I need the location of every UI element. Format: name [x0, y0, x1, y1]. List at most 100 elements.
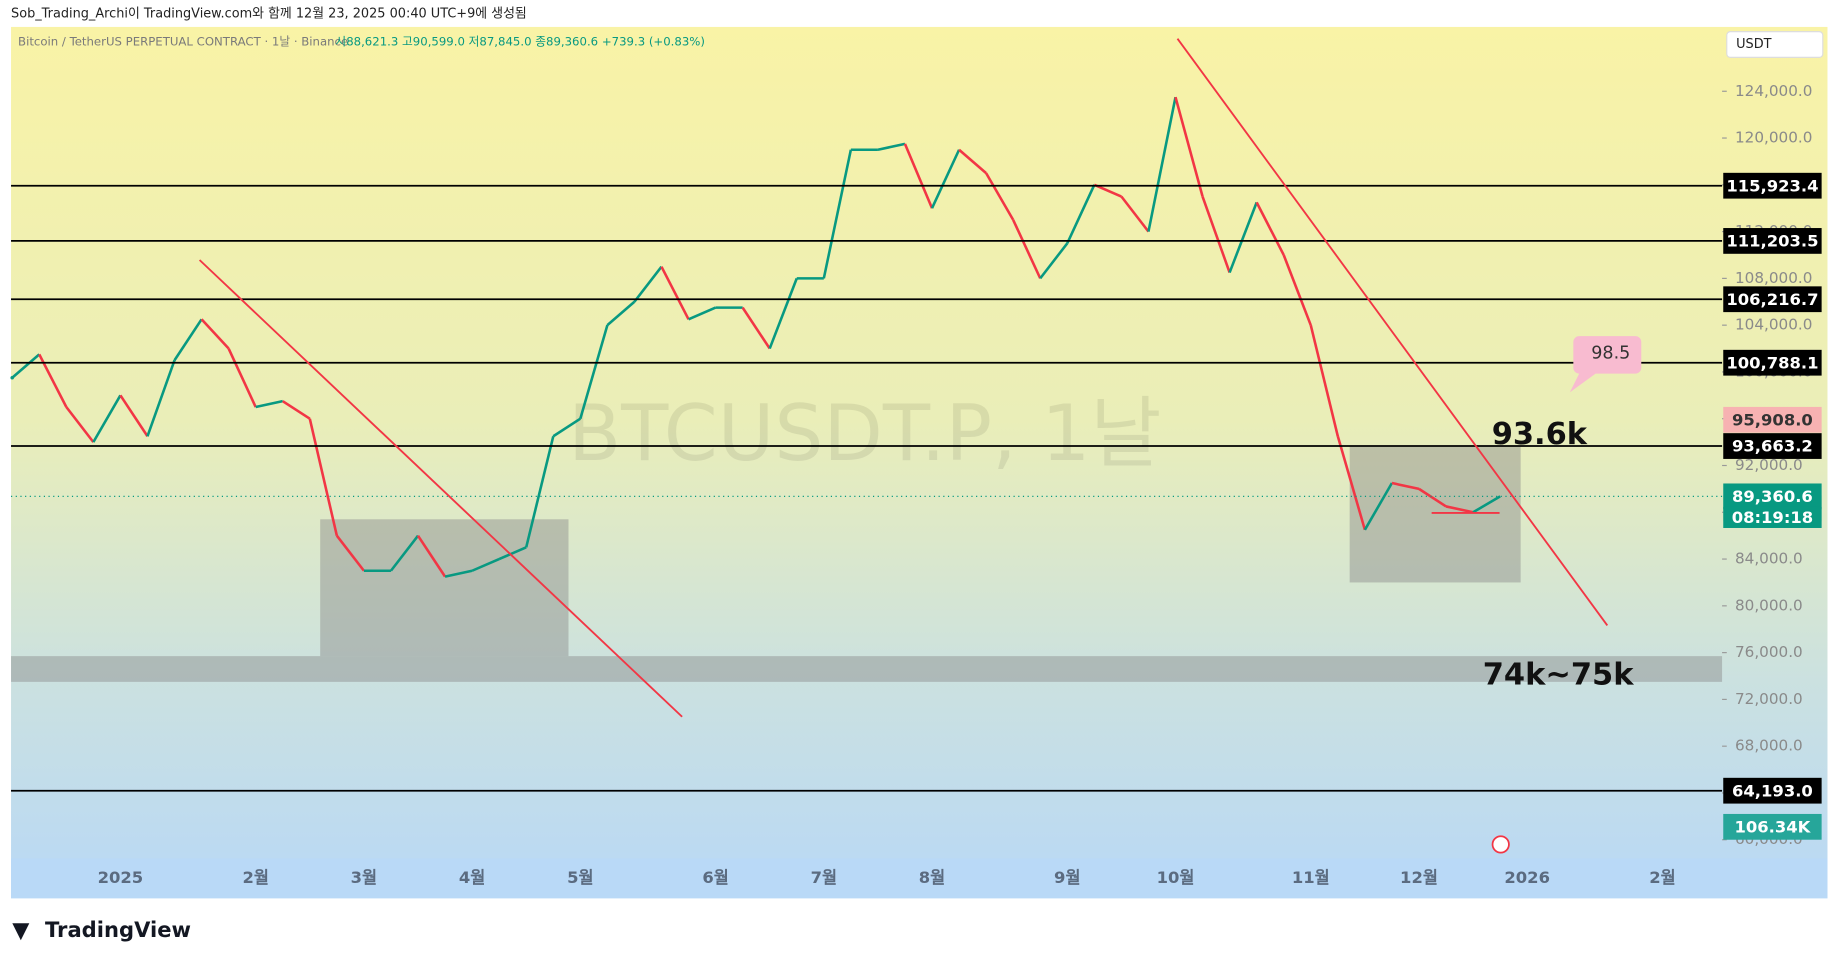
ohlc: 시88,621.3 고90,599.0 저87,845.0 종89,360.6 …: [335, 35, 705, 49]
x-tick-label: 2월: [1649, 868, 1675, 887]
price-segment: [552, 417, 582, 438]
price-segment: [1066, 184, 1096, 244]
price-segment: [471, 557, 500, 572]
level-label: 111,203.5: [1726, 232, 1818, 251]
price-segment: [1147, 96, 1177, 232]
x-tick-label: 4월: [459, 868, 485, 887]
callout-bubble: [1569, 336, 1642, 393]
y-tick-label: 72,000.0: [1735, 690, 1803, 708]
level-label: 64,193.0: [1732, 781, 1813, 800]
y-tick-label: 108,000.0: [1735, 269, 1812, 287]
price-segment: [903, 143, 934, 209]
level-label: 115,923.4: [1726, 176, 1818, 195]
annotation: 93.6k: [1492, 417, 1588, 452]
watermark: BTCUSDT.P, 1날: [568, 389, 1161, 479]
x-tick-label: 9월: [1054, 868, 1080, 887]
chart-layer: 60,000.064,000.068,000.072,000.076,000.0…: [10, 82, 1822, 887]
price-segment: [227, 348, 257, 408]
price-segment: [1391, 481, 1420, 491]
price-segment: [1418, 487, 1447, 508]
x-tick-label: 11월: [1292, 868, 1330, 887]
level-label: 93,663.2: [1732, 437, 1813, 456]
countdown: 08:19:18: [1732, 508, 1813, 527]
y-tick-label: 92,000.0: [1735, 456, 1803, 474]
price-segment: [200, 318, 230, 350]
level-label: 106,216.7: [1726, 290, 1818, 309]
price-zone: [11, 656, 1723, 682]
x-tick-label: 6월: [702, 868, 728, 887]
price-segment: [930, 149, 961, 209]
price-segment: [633, 265, 663, 303]
level-label-box: [1723, 433, 1822, 459]
x-tick-label: 12월: [1400, 868, 1438, 887]
price-segment: [282, 400, 311, 420]
y-tick-label: 68,000.0: [1735, 737, 1803, 755]
price-segment: [335, 534, 365, 572]
price-segment: [498, 546, 527, 561]
caption: Sob_Trading_Archi이 TradingView.com와 함께 1…: [11, 7, 527, 22]
last-price-label: 89,360.6: [1732, 487, 1813, 506]
price-segment: [660, 266, 690, 320]
price-segment: [1309, 324, 1340, 437]
cloud-top-label: 95,908.0: [1732, 410, 1813, 429]
annotation: 74k~75k: [1483, 657, 1634, 692]
level-label-box: [1723, 349, 1822, 376]
price-segment: [255, 399, 284, 409]
price-segment: [444, 569, 473, 578]
y-tick-label: 120,000.0: [1735, 129, 1812, 147]
price-segment: [416, 534, 447, 578]
price-zone: [1349, 446, 1521, 583]
cloud-top-label-box: [1723, 406, 1822, 433]
price-segment: [822, 149, 853, 279]
x-tick-label: 2월: [242, 868, 268, 887]
x-tick-label: 10월: [1157, 868, 1195, 887]
price-segment: [173, 318, 203, 361]
x-tick-label: 8월: [919, 868, 945, 887]
price-zone: [320, 519, 569, 657]
y-tick-label: 84,000.0: [1735, 550, 1803, 568]
last-price-label-box: [1723, 483, 1822, 510]
y-tick-label: 124,000.0: [1735, 82, 1812, 100]
volume-label-box: [1723, 813, 1822, 840]
price-segment: [308, 418, 339, 536]
price-segment: [1255, 201, 1285, 256]
brand: TradingView: [45, 917, 191, 942]
price-segment: [1174, 96, 1204, 197]
price-segment: [579, 324, 609, 420]
price-segment: [1472, 495, 1501, 514]
trend-line: [1176, 38, 1609, 626]
price-segment: [11, 353, 41, 379]
brand-logo: ▼: [12, 918, 30, 944]
currency-box[interactable]: [1726, 31, 1824, 58]
price-segment: [1120, 195, 1150, 233]
price-segment: [65, 406, 95, 443]
level-label: 100,788.1: [1726, 353, 1818, 372]
x-tick-label: 7월: [811, 868, 837, 887]
price-segment: [1363, 482, 1394, 531]
currency[interactable]: USDT: [1736, 37, 1772, 52]
price-segment: [1039, 242, 1069, 280]
price-segment: [1282, 254, 1312, 326]
alert-icon[interactable]: [1491, 835, 1510, 854]
price-segment: [1228, 201, 1258, 273]
price-segment: [877, 142, 906, 151]
annotation: 98.5: [1591, 344, 1630, 364]
price-segment: [606, 300, 636, 327]
x-tick-label: 3월: [351, 868, 377, 887]
x-tick-label: 2025: [98, 868, 144, 887]
price-segment: [741, 306, 771, 350]
price-segment: [524, 435, 555, 548]
volume-label: 106.34K: [1734, 818, 1811, 837]
level-label-box: [1723, 228, 1822, 254]
price-segment: [92, 394, 122, 443]
price-segment: [958, 148, 987, 175]
price-segment: [1093, 183, 1122, 198]
level-label-box: [1723, 777, 1822, 804]
price-segment: [688, 306, 717, 321]
level-label-box: [1723, 286, 1822, 313]
time-axis: [11, 858, 1828, 899]
price-segment: [1201, 196, 1231, 273]
level-label-box: [1723, 172, 1822, 199]
